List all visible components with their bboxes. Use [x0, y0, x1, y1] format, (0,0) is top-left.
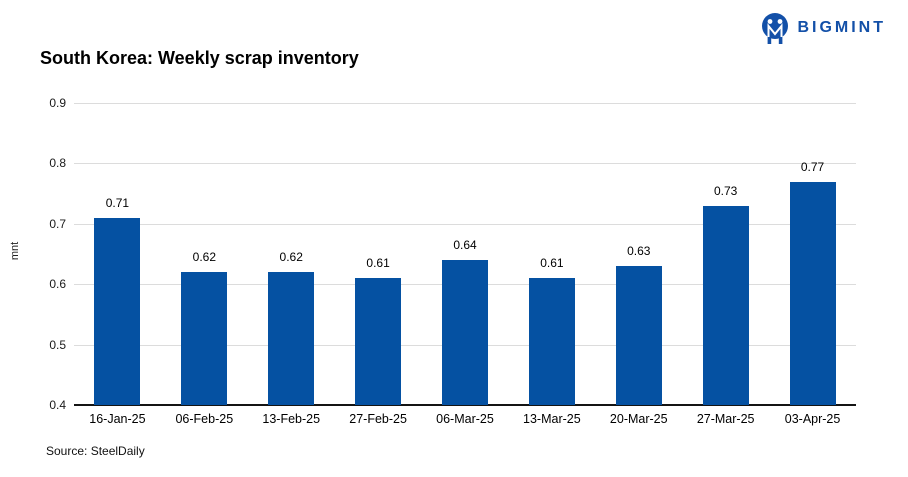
x-tick-label: 13-Feb-25 [262, 412, 321, 426]
bar-value-label: 0.77 [800, 159, 825, 174]
bar [615, 266, 662, 405]
x-tick-label: 13-Mar-25 [523, 412, 581, 426]
brand-name: BIGMINT [797, 19, 886, 36]
y-tick-label: 0.5 [49, 337, 66, 352]
bar [268, 272, 315, 405]
gridline [74, 163, 856, 165]
x-axis-line [74, 404, 856, 406]
bar-value-label: 0.64 [453, 238, 477, 253]
y-tick-label: 0.7 [49, 216, 66, 231]
y-tick-label: 0.8 [49, 156, 66, 171]
bar-value-label: 0.61 [366, 256, 390, 271]
chart-title: South Korea: Weekly scrap inventory [40, 48, 359, 68]
bar [181, 272, 228, 405]
x-tick-label: 27-Feb-25 [349, 412, 407, 426]
y-tick-label: 0.9 [49, 96, 66, 110]
x-tick-label: 03-Apr-25 [784, 412, 841, 426]
bar [442, 260, 488, 405]
bar [702, 205, 749, 405]
brand-logo: BIGMINT [760, 11, 886, 45]
bar-value-label: 0.61 [540, 256, 564, 271]
y-tick-label: 0.6 [49, 277, 66, 292]
gridline [74, 223, 856, 225]
bar-value-label: 0.62 [279, 250, 303, 265]
x-tick-label: 27-Mar-25 [696, 412, 755, 426]
bigmint-globe-icon [762, 13, 789, 44]
bar-value-label: 0.63 [627, 244, 651, 259]
bar-value-label: 0.71 [105, 195, 130, 210]
x-tick-label: 16-Jan-25 [89, 412, 146, 426]
bar [789, 181, 836, 405]
x-tick-label: 20-Mar-25 [609, 412, 668, 426]
gridline [74, 103, 856, 104]
x-tick-label: 06-Feb-25 [175, 412, 234, 426]
bar-value-label: 0.73 [713, 183, 738, 198]
bar [94, 217, 141, 405]
x-tick-label: 06-Mar-25 [436, 412, 494, 426]
bar [355, 278, 402, 405]
source-note: Source: SteelDaily [46, 444, 145, 458]
y-tick-label: 0.4 [49, 398, 66, 412]
bar [528, 278, 575, 405]
bar-value-label: 0.62 [192, 250, 216, 265]
